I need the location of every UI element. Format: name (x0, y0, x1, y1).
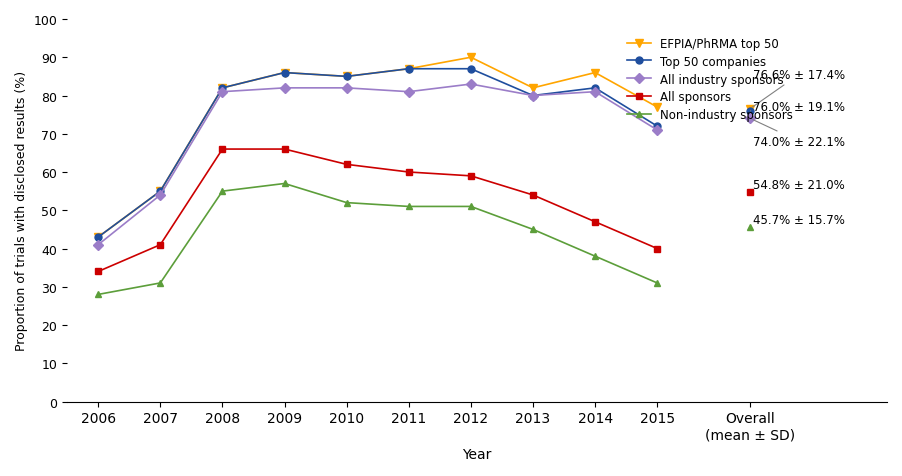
Top 50 companies (341, 74, 352, 80)
All sponsors (652, 246, 663, 252)
Non-industry sponsors (652, 280, 663, 286)
Top 50 companies (403, 67, 414, 72)
All industry sponsors (279, 86, 290, 91)
EFPIA/PhRMA top 50 (403, 67, 414, 72)
EFPIA/PhRMA top 50 (279, 70, 290, 76)
Line: All sponsors: All sponsors (95, 146, 660, 275)
All sponsors (528, 193, 538, 198)
EFPIA/PhRMA top 50 (155, 189, 166, 195)
All industry sponsors (652, 128, 663, 133)
Non-industry sponsors (341, 200, 352, 206)
Non-industry sponsors (217, 189, 228, 195)
Top 50 companies (590, 86, 601, 91)
All sponsors (279, 147, 290, 153)
Y-axis label: Proportion of trials with disclosed results (%): Proportion of trials with disclosed resu… (15, 71, 28, 351)
All industry sponsors (590, 89, 601, 95)
Text: 54.8% ± 21.0%: 54.8% ± 21.0% (753, 178, 845, 191)
Non-industry sponsors (403, 204, 414, 210)
All industry sponsors (341, 86, 352, 91)
All sponsors (590, 219, 601, 225)
All industry sponsors (403, 89, 414, 95)
EFPIA/PhRMA top 50 (528, 86, 538, 91)
All sponsors (341, 162, 352, 168)
X-axis label: Year: Year (463, 447, 492, 461)
Top 50 companies (528, 93, 538, 99)
EFPIA/PhRMA top 50 (590, 70, 601, 76)
All industry sponsors (217, 89, 228, 95)
All sponsors (217, 147, 228, 153)
Non-industry sponsors (590, 254, 601, 259)
EFPIA/PhRMA top 50 (465, 55, 476, 61)
Top 50 companies (217, 86, 228, 91)
Non-industry sponsors (279, 181, 290, 187)
Top 50 companies (93, 235, 104, 240)
All industry sponsors (465, 82, 476, 88)
Top 50 companies (652, 124, 663, 129)
EFPIA/PhRMA top 50 (652, 105, 663, 110)
All sponsors (155, 242, 166, 248)
All industry sponsors (93, 242, 104, 248)
Line: Top 50 companies: Top 50 companies (95, 66, 660, 241)
Non-industry sponsors (465, 204, 476, 210)
Text: 74.0% ± 22.1%: 74.0% ± 22.1% (753, 120, 845, 149)
Top 50 companies (465, 67, 476, 72)
Text: 76.0% ± 19.1%: 76.0% ± 19.1% (750, 101, 845, 114)
All industry sponsors (528, 93, 538, 99)
Text: 45.7% ± 15.7%: 45.7% ± 15.7% (753, 213, 845, 226)
Text: 76.6% ± 17.4%: 76.6% ± 17.4% (752, 69, 845, 108)
Line: EFPIA/PhRMA top 50: EFPIA/PhRMA top 50 (94, 54, 661, 242)
EFPIA/PhRMA top 50 (341, 74, 352, 80)
All industry sponsors (155, 193, 166, 198)
Non-industry sponsors (155, 280, 166, 286)
Line: All industry sponsors: All industry sponsors (95, 81, 660, 248)
EFPIA/PhRMA top 50 (217, 86, 228, 91)
All sponsors (465, 174, 476, 179)
All sponsors (403, 170, 414, 176)
Top 50 companies (155, 189, 166, 195)
Non-industry sponsors (528, 227, 538, 233)
EFPIA/PhRMA top 50 (93, 235, 104, 240)
Top 50 companies (279, 70, 290, 76)
Line: Non-industry sponsors: Non-industry sponsors (95, 180, 660, 298)
All sponsors (93, 269, 104, 275)
Legend: EFPIA/PhRMA top 50, Top 50 companies, All industry sponsors, All sponsors, Non-i: EFPIA/PhRMA top 50, Top 50 companies, Al… (622, 33, 797, 127)
Non-industry sponsors (93, 292, 104, 298)
